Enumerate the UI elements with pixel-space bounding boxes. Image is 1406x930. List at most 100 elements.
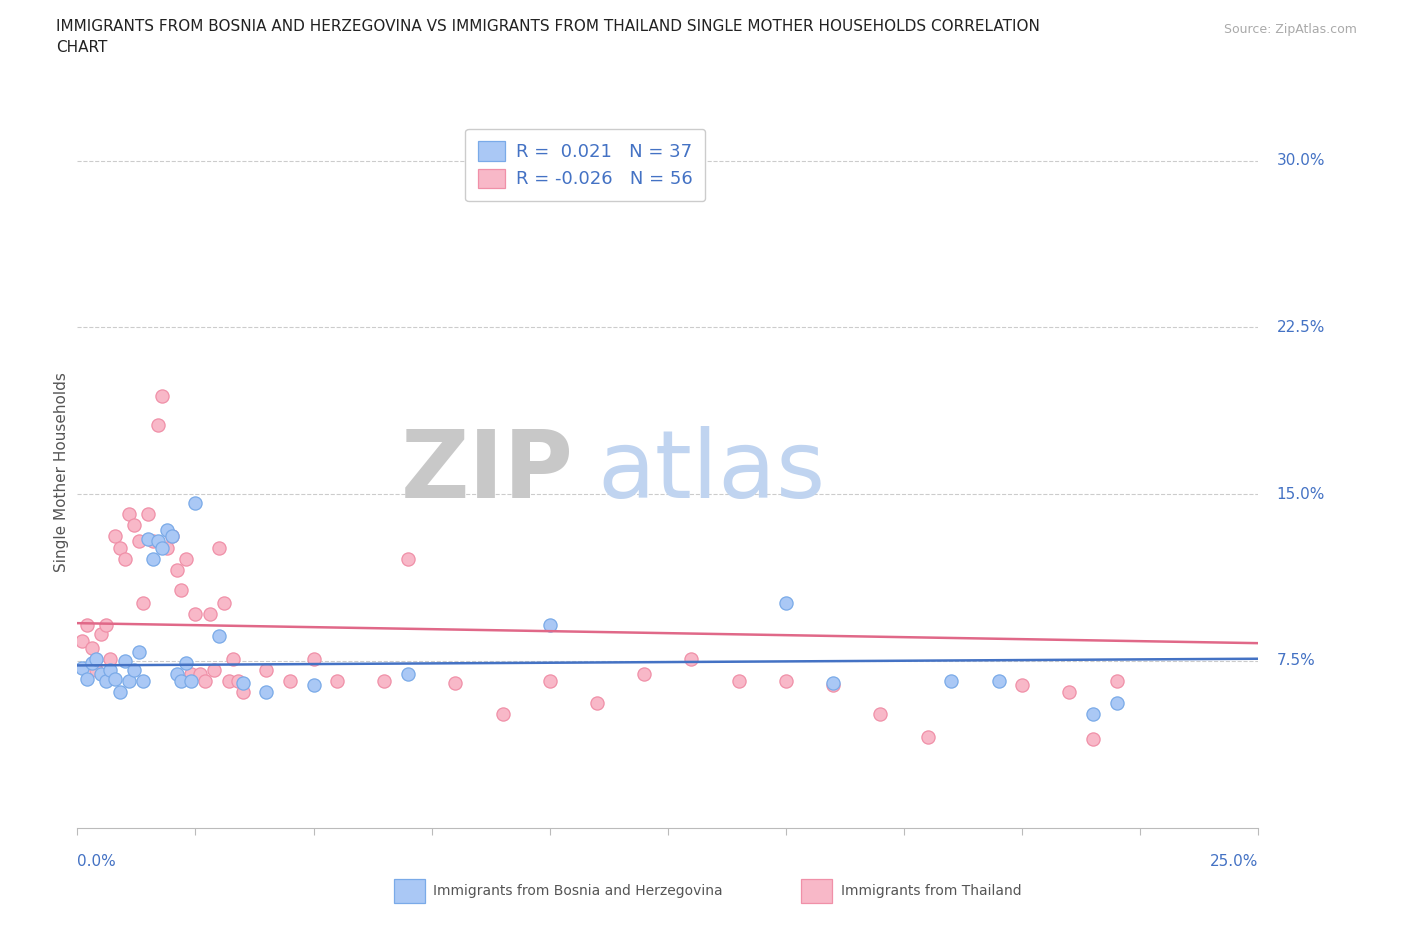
Text: atlas: atlas	[598, 426, 825, 518]
Point	[114, 551, 136, 566]
Point	[1081, 731, 1104, 746]
Point	[1059, 684, 1081, 699]
Point	[326, 673, 349, 688]
Point	[70, 633, 93, 648]
Point	[160, 529, 183, 544]
Point	[208, 540, 231, 555]
Point	[194, 673, 217, 688]
Point	[146, 534, 169, 549]
Text: IMMIGRANTS FROM BOSNIA AND HERZEGOVINA VS IMMIGRANTS FROM THAILAND SINGLE MOTHER: IMMIGRANTS FROM BOSNIA AND HERZEGOVINA V…	[56, 19, 1040, 33]
Point	[142, 551, 165, 566]
Point	[232, 676, 254, 691]
Point	[202, 662, 225, 677]
Point	[869, 707, 891, 722]
Point	[80, 656, 103, 671]
Point	[278, 673, 301, 688]
Point	[76, 618, 98, 632]
Point	[108, 540, 131, 555]
Text: Immigrants from Thailand: Immigrants from Thailand	[841, 884, 1021, 898]
Point	[775, 673, 797, 688]
Point	[633, 667, 655, 682]
Text: Source: ZipAtlas.com: Source: ZipAtlas.com	[1223, 23, 1357, 36]
Point	[156, 523, 179, 538]
Point	[136, 531, 159, 546]
Point	[1011, 678, 1033, 693]
Point	[208, 629, 231, 644]
Point	[84, 651, 107, 666]
Point	[100, 662, 122, 677]
Point	[1105, 673, 1128, 688]
Point	[122, 662, 145, 677]
Point	[222, 651, 245, 666]
Point	[80, 640, 103, 655]
Text: ZIP: ZIP	[401, 426, 574, 518]
Text: 30.0%: 30.0%	[1277, 153, 1324, 168]
Point	[128, 644, 150, 659]
Point	[226, 673, 249, 688]
Text: 7.5%: 7.5%	[1277, 654, 1316, 669]
Point	[198, 607, 221, 622]
Point	[586, 696, 609, 711]
Point	[170, 582, 193, 597]
Text: Immigrants from Bosnia and Herzegovina: Immigrants from Bosnia and Herzegovina	[433, 884, 723, 898]
Point	[180, 667, 202, 682]
Point	[302, 678, 325, 693]
Point	[160, 529, 183, 544]
Point	[118, 507, 141, 522]
Point	[104, 529, 127, 544]
Point	[184, 607, 207, 622]
Point	[150, 389, 173, 404]
Point	[180, 673, 202, 688]
Point	[94, 673, 117, 688]
Point	[232, 684, 254, 699]
Legend: R =  0.021   N = 37, R = -0.026   N = 56: R = 0.021 N = 37, R = -0.026 N = 56	[465, 129, 706, 201]
Point	[917, 729, 939, 744]
Point	[76, 671, 98, 686]
Point	[94, 618, 117, 632]
Point	[128, 534, 150, 549]
Point	[170, 673, 193, 688]
Point	[444, 676, 467, 691]
Point	[142, 534, 165, 549]
Y-axis label: Single Mother Households: Single Mother Households	[53, 372, 69, 572]
Point	[396, 667, 419, 682]
Point	[188, 667, 211, 682]
Point	[104, 671, 127, 686]
Point	[90, 667, 112, 682]
Point	[681, 651, 703, 666]
Point	[166, 563, 188, 578]
Point	[254, 684, 277, 699]
Point	[302, 651, 325, 666]
Point	[1105, 696, 1128, 711]
Point	[150, 540, 173, 555]
Point	[941, 673, 963, 688]
Point	[70, 660, 93, 675]
Point	[84, 662, 107, 677]
Text: 0.0%: 0.0%	[77, 854, 117, 869]
Point	[396, 551, 419, 566]
Point	[136, 507, 159, 522]
Point	[132, 596, 155, 611]
Text: 25.0%: 25.0%	[1211, 854, 1258, 869]
Point	[823, 678, 845, 693]
Point	[212, 596, 235, 611]
Point	[184, 496, 207, 511]
Point	[156, 540, 179, 555]
Point	[90, 627, 112, 642]
Point	[1081, 707, 1104, 722]
Text: 22.5%: 22.5%	[1277, 320, 1324, 335]
Point	[174, 551, 197, 566]
Point	[166, 667, 188, 682]
Point	[538, 673, 561, 688]
Text: 15.0%: 15.0%	[1277, 486, 1324, 501]
Point	[122, 518, 145, 533]
Point	[823, 676, 845, 691]
Point	[118, 673, 141, 688]
Point	[254, 662, 277, 677]
Point	[727, 673, 749, 688]
Point	[987, 673, 1010, 688]
Point	[174, 656, 197, 671]
Point	[538, 618, 561, 632]
Point	[775, 596, 797, 611]
Point	[146, 418, 169, 432]
